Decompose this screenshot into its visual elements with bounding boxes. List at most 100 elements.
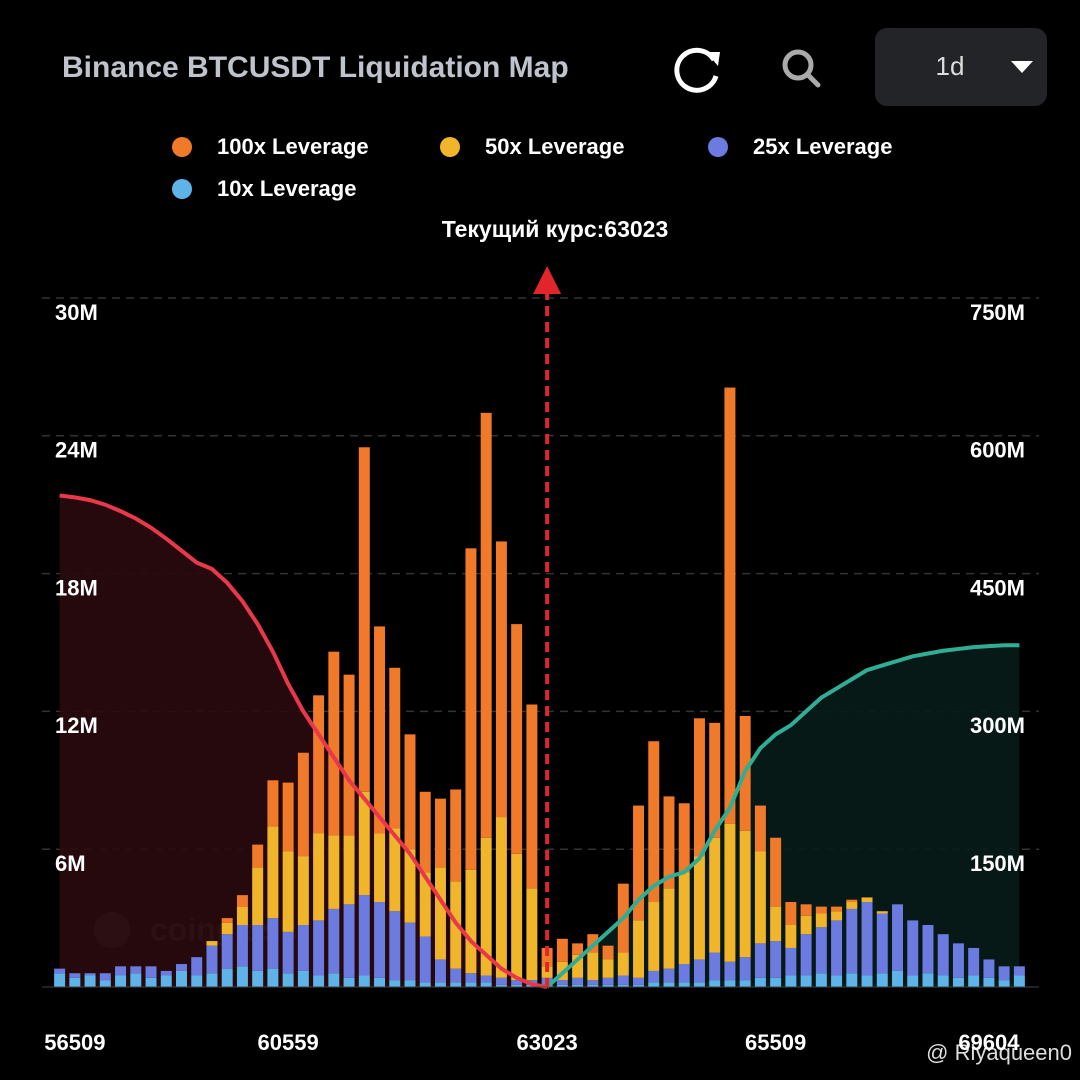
bar-segment [983,959,995,978]
bar-segment [617,952,629,976]
bar-segment [526,704,538,889]
bar-segment [252,844,264,868]
search-button[interactable] [782,49,821,88]
legend-label: 10x Leverage [217,176,356,201]
bar-segment [1013,966,1025,976]
bar-segment [267,780,279,827]
x-tick-label: 60559 [258,1030,319,1055]
bar-segment [495,977,507,985]
bar-segment [282,973,294,987]
bar-segment [968,947,980,976]
current-price-arrow [533,266,562,294]
bar-segment [465,973,477,983]
bar-segment [678,803,690,873]
bar-segment [297,856,309,925]
bar-segment [556,938,568,962]
bar-segment [160,975,172,987]
bar-segment [770,941,782,978]
bar-segment [313,695,325,834]
refresh-icon [674,47,719,93]
bar-segment [267,968,279,987]
bar-segment [465,548,477,870]
bar-segment [191,957,203,976]
bar-segment [663,982,675,987]
bar-segment [389,980,401,987]
refresh-button[interactable] [674,47,720,93]
bar-segment [99,973,111,981]
bar-segment [328,973,340,987]
bar-segment [861,902,873,976]
bar-segment [800,915,812,935]
bar-segment [846,973,858,987]
bar-segment [419,982,431,987]
bar-segment [130,973,142,987]
bar-segment [693,982,705,987]
bar-segment [724,823,736,962]
bar-segment [831,920,843,976]
bar-segment [770,906,782,942]
bar-segment [221,922,233,935]
bar-segment [358,895,370,976]
bar-segment [252,867,264,925]
bar-segment [861,897,873,903]
bar-segment [54,973,66,987]
bar-segment [206,945,218,974]
bar-segment [236,895,248,907]
bar-segment [998,966,1010,981]
bar-segment [480,837,492,976]
bar-segment [115,966,127,976]
bar-segment [831,906,843,912]
cumulative-line [545,643,1020,989]
dropdown-caret [1011,61,1033,73]
bar-segment [480,982,492,987]
bar-segment [145,977,157,987]
bar-segment [846,902,858,909]
legend-label: 25x Leverage [753,134,892,159]
bar-segment [374,626,386,834]
bar-segment [587,952,599,981]
bar-segment [434,798,446,868]
bar-segment [495,984,507,987]
bar-segment [389,667,401,829]
credit: @ Riyaqueen0 [926,1040,1072,1065]
bar-segment [556,980,568,985]
bar-segment [419,872,431,937]
bar-segment [358,975,370,987]
bar-segment [907,920,919,976]
bar-segment [633,984,645,987]
bar-segment [572,943,584,955]
interval-dropdown[interactable]: 1d [875,28,1047,106]
refresh-arrow [706,52,720,66]
x-tick-label: 69604 [958,1030,1020,1055]
bar-segment [907,975,919,987]
bar-segment [572,984,584,987]
bar-segment [206,941,218,946]
bar-segment [693,718,705,857]
bar-segment [633,805,645,921]
bar-segment [176,970,187,987]
bar-segment [754,851,766,944]
bar-segment [846,908,858,974]
bar-segment [800,934,812,976]
bar-segment [952,943,964,978]
bar-segment [84,975,96,987]
bar-segment [511,984,523,987]
bar-segment [511,624,523,854]
bar-segment [511,980,523,985]
bar-segment [221,968,233,987]
bar-segment [495,817,507,978]
bar-segment [282,782,294,852]
legend-label: 100x Leverage [217,134,369,159]
bar-segment [252,970,264,987]
bar-segment [374,902,386,978]
bar-segment [480,412,492,838]
x-tick-label: 65509 [745,1030,806,1055]
bar-segment [663,888,675,969]
bar-segment [876,973,888,987]
bar-segment [252,924,264,971]
legend-label: 50x Leverage [485,134,624,159]
bar-segment [922,973,934,987]
y-tick-label: 12M [55,713,98,738]
bar-segment [709,837,721,953]
bar-segment [587,980,599,985]
